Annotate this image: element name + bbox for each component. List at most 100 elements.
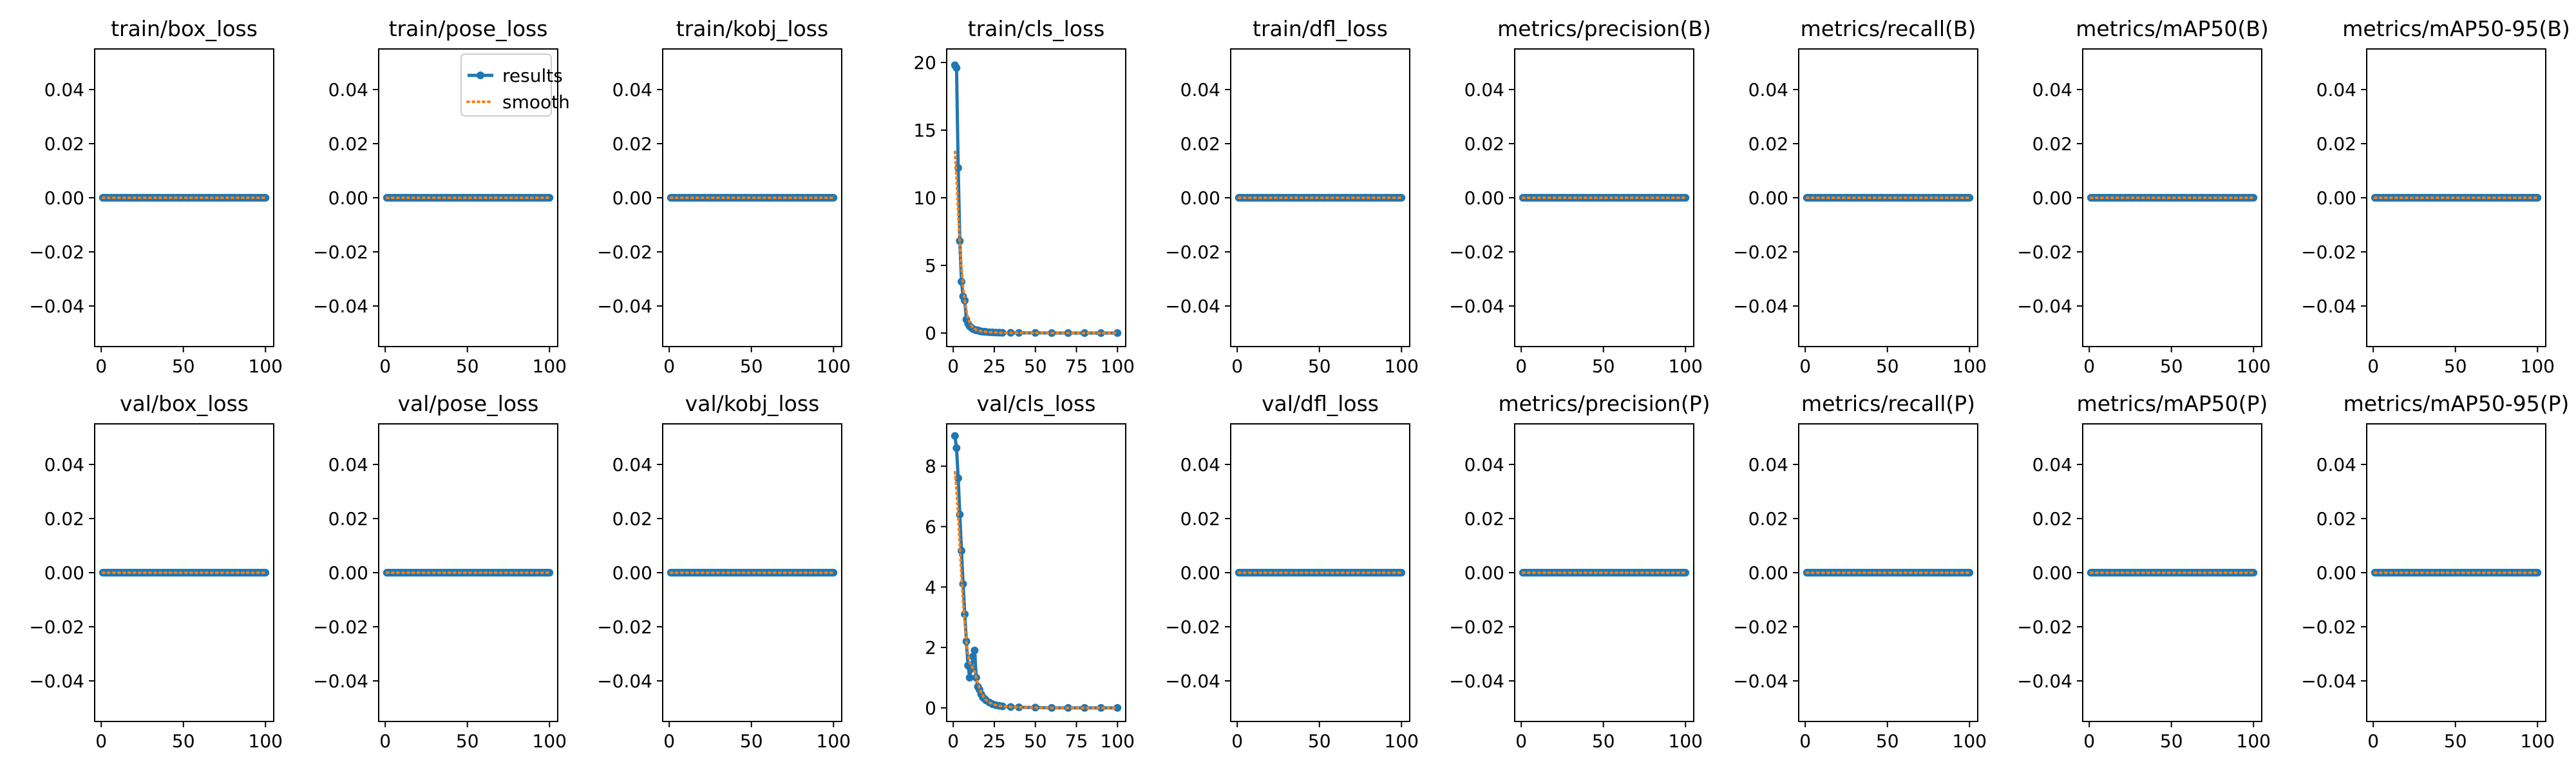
y-tick-label: 0.04 xyxy=(2316,79,2356,100)
axes-frame xyxy=(2082,48,2262,347)
axes-frame xyxy=(1230,48,1410,347)
panel-metrics-precision-p: metrics/precision(P) 0 50 100 −0.04 −0.02 0.00… xyxy=(1449,391,1710,752)
axes-frame xyxy=(1514,423,1694,722)
y-tick-label: 6 xyxy=(925,516,936,537)
x-tick-label: 0 xyxy=(379,730,391,752)
x-tick-label: 0 xyxy=(1231,356,1243,377)
x-tick-label: 100 xyxy=(249,730,283,752)
results-point xyxy=(261,194,270,202)
x-tick-label: 50 xyxy=(1308,356,1331,377)
x-tick-label: 100 xyxy=(533,730,567,752)
y-tick-label: −0.04 xyxy=(1165,671,1220,692)
x-tick-label: 100 xyxy=(2237,730,2271,752)
x-tick-label: 25 xyxy=(983,730,1006,752)
y-tick-label: 0.04 xyxy=(328,454,368,475)
results-point xyxy=(545,194,554,202)
y-tick-label: 5 xyxy=(925,255,936,276)
results-line xyxy=(953,435,1118,710)
results-point xyxy=(2249,569,2258,577)
axes-frame xyxy=(1798,423,1978,722)
y-tick-label: −0.02 xyxy=(597,242,652,263)
panel-val-kobj-loss: val/kobj_loss 0 50 100 −0.04 −0.02 0.00 0.02 0.0… xyxy=(597,391,851,752)
x-tick-label: 50 xyxy=(456,356,479,377)
y-tick-label: −0.02 xyxy=(2301,242,2356,263)
legend-label-results: results xyxy=(502,65,563,86)
panel-title: val/dfl_loss xyxy=(1262,391,1379,416)
results-markers xyxy=(2371,569,2542,577)
y-tick-label: 0.02 xyxy=(1464,133,1504,155)
y-tick-label: −0.04 xyxy=(29,671,84,692)
y-tick-label: −0.04 xyxy=(313,296,368,317)
y-tick-label: −0.02 xyxy=(2017,616,2072,638)
panel-train-box-loss: train/box_loss 0 50 100 −0.04 −0.02 0.00 0.02 0.… xyxy=(29,16,283,377)
y-tick-label: 0.02 xyxy=(1180,133,1220,155)
x-tick-label: 75 xyxy=(1065,356,1088,377)
x-tick-label: 100 xyxy=(817,356,851,377)
results-point xyxy=(998,702,1007,711)
x-tick-label: 50 xyxy=(1592,356,1615,377)
panel-val-cls-loss: val/cls_loss 0 25 50 75 100 0 2 4 6 8 xyxy=(925,391,1135,752)
panel-val-pose-loss: val/pose_loss 0 50 100 −0.04 −0.02 0.00 0.02 0.0… xyxy=(313,391,567,752)
x-tick-label: 100 xyxy=(2521,356,2555,377)
panel-metrics-recall-b: metrics/recall(B) 0 50 100 −0.04 −0.02 0.00 0.0… xyxy=(1733,16,1987,377)
panel-train-pose-loss: train/pose_loss 0 50 100 −0.04 −0.02 0.00 0.02 0… xyxy=(313,16,570,377)
y-tick-label: 20 xyxy=(913,52,936,73)
y-tick-label: 0.02 xyxy=(1748,133,1788,155)
y-tick-label: 0.04 xyxy=(2316,454,2356,475)
y-tick-label: −0.04 xyxy=(313,671,368,692)
y-tick-label: −0.04 xyxy=(1733,296,1788,317)
results-point xyxy=(1097,329,1105,337)
y-tick-label: 2 xyxy=(925,637,936,658)
y-tick-label: 0.02 xyxy=(2316,133,2356,155)
x-tick-label: 100 xyxy=(2521,730,2555,752)
results-point xyxy=(954,474,962,482)
x-tick-label: 50 xyxy=(172,356,195,377)
axes-frame xyxy=(662,423,842,722)
axes-frame xyxy=(1230,423,1410,722)
y-tick-label: 0.00 xyxy=(1464,562,1504,584)
results-line xyxy=(953,64,1118,335)
x-tick-label: 100 xyxy=(1101,730,1135,752)
results-point xyxy=(829,569,838,577)
x-tick-label: 50 xyxy=(2160,730,2183,752)
panel-metrics-map50-b: metrics/mAP50(B) 0 50 100 −0.04 −0.02 0.00 0.02… xyxy=(2017,16,2271,377)
panel-title: metrics/recall(P) xyxy=(1801,391,1975,416)
y-tick-label: 0.04 xyxy=(612,79,652,100)
x-tick-label: 100 xyxy=(1669,730,1703,752)
y-tick-label: −0.04 xyxy=(2017,671,2072,692)
panel-title: metrics/recall(B) xyxy=(1801,16,1976,41)
y-tick-label: −0.02 xyxy=(597,616,652,638)
results-point xyxy=(1113,329,1122,337)
x-tick-label: 0 xyxy=(663,356,675,377)
y-tick-label: 0.04 xyxy=(2032,454,2072,475)
axes-frame xyxy=(662,48,842,347)
panel-val-dfl-loss: val/dfl_loss 0 50 100 −0.04 −0.02 0.00 0.02 0.04 xyxy=(1165,391,1419,752)
panel-metrics-map50-95-p: metrics/mAP50-95(P) 0 50 100 −0.04 −0.02 0.00 0… xyxy=(2301,391,2569,752)
axes-frame xyxy=(2366,423,2546,722)
panel-title: val/kobj_loss xyxy=(685,391,820,416)
smooth-line xyxy=(953,150,1119,334)
x-tick-label: 100 xyxy=(533,356,567,377)
panel-train-kobj-loss: train/kobj_loss 0 50 100 −0.04 −0.02 0.00 0.02 0… xyxy=(597,16,851,377)
y-tick-label: −0.02 xyxy=(2301,616,2356,638)
x-tick-label: 50 xyxy=(1876,730,1899,752)
y-tick-label: 0.02 xyxy=(2032,508,2072,530)
axes-frame xyxy=(94,423,274,722)
x-tick-label: 0 xyxy=(1799,730,1811,752)
y-tick-label: 0.00 xyxy=(1180,562,1220,584)
y-tick-label: 15 xyxy=(913,120,936,141)
y-tick-label: −0.04 xyxy=(1449,671,1504,692)
panel-title: metrics/mAP50(B) xyxy=(2076,16,2269,41)
x-tick-label: 50 xyxy=(740,356,763,377)
y-tick-label: 0.00 xyxy=(612,187,652,209)
panel-title: val/box_loss xyxy=(120,391,249,416)
x-tick-label: 0 xyxy=(1231,730,1243,752)
results-point xyxy=(951,432,959,440)
axes-frame xyxy=(94,48,274,347)
y-tick-label: 0.04 xyxy=(1464,454,1504,475)
y-tick-label: 0.02 xyxy=(328,133,368,155)
y-tick-label: 10 xyxy=(913,187,936,209)
y-tick-label: 0.02 xyxy=(2032,133,2072,155)
x-tick-label: 100 xyxy=(1953,356,1987,377)
